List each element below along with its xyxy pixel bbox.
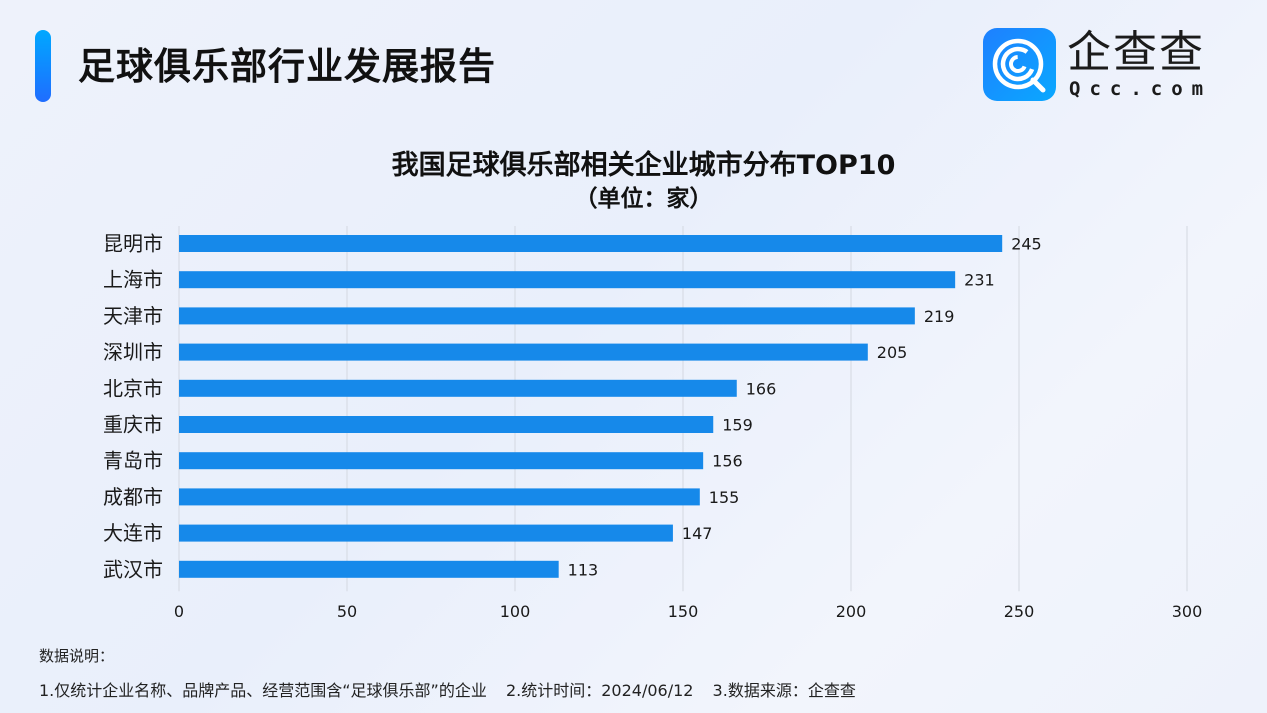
bar (179, 560, 559, 578)
page-title: 足球俱乐部行业发展报告 (78, 45, 496, 88)
bar (179, 271, 956, 289)
value-label: 113 (568, 560, 599, 579)
category-label: 天津市 (103, 304, 163, 328)
x-tick-label: 300 (1172, 602, 1203, 621)
category-label: 昆明市 (103, 232, 163, 256)
value-label: 231 (964, 271, 995, 290)
bar (179, 379, 737, 397)
category-label: 北京市 (103, 376, 163, 400)
value-label: 147 (682, 524, 713, 543)
bar (179, 452, 704, 470)
qcc-logo-icon (983, 28, 1056, 101)
value-label: 205 (877, 343, 908, 362)
bar-chart: 0 50 100 150 200 250 300 昆明市 245 上海市 231 天津市 219 深圳市 2… (103, 226, 1202, 622)
category-label: 武汉市 (103, 557, 163, 581)
x-tick-label: 0 (174, 602, 184, 621)
category-label: 大连市 (103, 521, 163, 545)
value-label: 245 (1011, 235, 1042, 254)
value-label: 159 (722, 416, 753, 435)
qcc-logo: 企查查 Qcc.com (983, 28, 1228, 104)
value-label: 155 (709, 488, 740, 507)
labels: 0 50 100 150 200 250 300 昆明市 245 上海市 231 天津市 219 深圳市 2… (103, 232, 1202, 622)
bar (179, 235, 1003, 252)
bar (179, 524, 673, 542)
value-label: 166 (746, 379, 777, 398)
x-tick-label: 100 (500, 602, 531, 621)
title-accent-bar (35, 30, 51, 102)
bars (179, 235, 1003, 578)
note-item-3: 3.数据来源：企查查 (712, 681, 856, 700)
logo-text-cn: 企查查 (1067, 27, 1205, 78)
x-tick-label: 150 (668, 602, 699, 621)
bar (179, 307, 915, 325)
chart-subtitle: （单位：家） (574, 186, 713, 212)
bar (179, 416, 714, 433)
bar (179, 343, 868, 361)
category-label: 重庆市 (103, 413, 163, 437)
notes-title: 数据说明： (39, 647, 115, 665)
x-tick-label: 250 (1004, 602, 1035, 621)
value-label: 219 (924, 307, 955, 326)
value-label: 156 (712, 452, 743, 471)
category-label: 成都市 (103, 485, 163, 509)
bar (179, 488, 700, 506)
category-label: 青岛市 (103, 449, 163, 473)
x-tick-label: 50 (337, 602, 357, 621)
note-item-2: 2.统计时间：2024/06/12 (505, 681, 694, 700)
chart-title: 我国足球俱乐部相关企业城市分布TOP10 (391, 150, 896, 181)
category-label: 深圳市 (103, 340, 163, 364)
notes-line: 1.仅统计企业名称、品牌产品、经营范围含“足球俱乐部”的企业 2.统计时间：20… (39, 677, 870, 701)
category-label: 上海市 (103, 268, 163, 292)
note-item-1: 1.仅统计企业名称、品牌产品、经营范围含“足球俱乐部”的企业 (39, 681, 487, 700)
x-tick-label: 200 (836, 602, 867, 621)
logo-text-en: Qcc.com (1069, 78, 1213, 100)
